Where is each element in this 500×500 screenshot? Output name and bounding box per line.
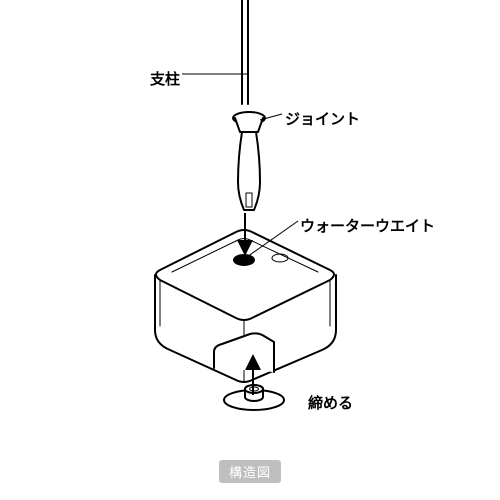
label-water-weight: ウォーターウエイト <box>300 215 435 236</box>
structure-diagram <box>0 0 500 500</box>
diagram-stage: 支柱 ジョイント ウォーターウエイト 締める 構造図 <box>0 0 500 500</box>
label-pole: 支柱 <box>150 68 180 89</box>
label-tighten: 締める <box>308 392 353 413</box>
caption-badge: 構造図 <box>219 460 281 483</box>
label-joint: ジョイント <box>285 108 360 129</box>
